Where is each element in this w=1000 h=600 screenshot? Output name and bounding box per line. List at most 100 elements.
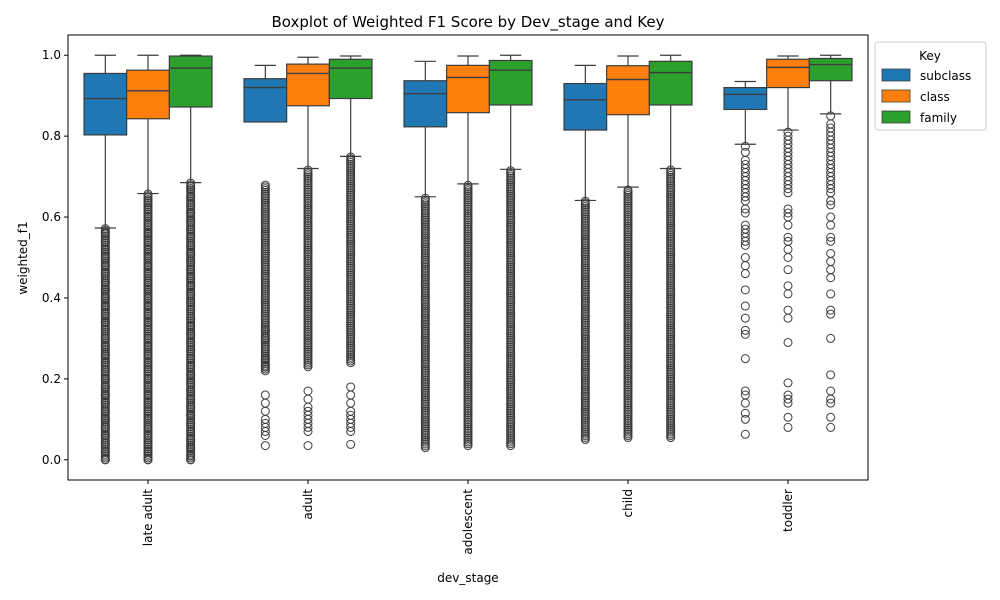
outlier-point — [826, 196, 836, 206]
outlier-point — [740, 429, 750, 439]
box-iqr — [83, 72, 128, 136]
outlier-point — [740, 240, 750, 250]
outlier-point — [826, 309, 836, 319]
outlier-point — [303, 394, 313, 404]
outlier-point — [100, 455, 110, 465]
box-subclass-1 — [243, 64, 288, 451]
legend-entries: subclass class family — [881, 68, 971, 125]
box-iqr — [563, 82, 608, 131]
box-family-3 — [648, 54, 693, 443]
y-axis-label: weighted_f1 — [16, 221, 30, 294]
outlier-point — [740, 147, 750, 157]
x-axis: late adult adult adolescent child toddler — [141, 480, 795, 555]
box-iqr — [808, 57, 853, 82]
box-iqr — [126, 69, 170, 120]
box-iqr — [286, 63, 330, 107]
box-family-4 — [808, 54, 853, 432]
box-iqr — [168, 55, 213, 108]
outlier-point — [783, 281, 793, 291]
outlier-point — [346, 398, 356, 408]
outlier-point — [783, 232, 793, 242]
box-class-2 — [446, 55, 490, 451]
legend-title: Key — [919, 49, 941, 63]
y-tick-label: 1.0 — [42, 48, 61, 62]
outlier-point — [346, 422, 356, 432]
outlier-point — [826, 394, 836, 404]
x-tick-label: late adult — [141, 489, 155, 547]
outlier-point — [143, 455, 153, 465]
outlier-point — [260, 406, 270, 416]
outlier-point — [346, 382, 356, 392]
outlier-point — [826, 220, 836, 230]
outlier-point — [826, 386, 836, 396]
y-tick-label: 0.4 — [42, 291, 61, 305]
box-class-0 — [126, 54, 170, 465]
box-family-2 — [488, 54, 533, 451]
plot-area — [83, 54, 853, 465]
legend-label-family: family — [920, 111, 957, 125]
outlier-point — [740, 313, 750, 323]
outlier-point — [740, 354, 750, 364]
outlier-point — [740, 192, 750, 202]
outlier-point — [826, 412, 836, 422]
legend-label-class: class — [920, 90, 950, 104]
outlier-point — [260, 426, 270, 436]
box-class-4 — [766, 55, 810, 432]
outlier-point — [783, 289, 793, 299]
box-family-1 — [328, 55, 373, 449]
box-iqr — [723, 86, 768, 111]
outlier-point — [260, 180, 270, 190]
box-subclass-2 — [403, 60, 448, 453]
box-iqr — [328, 58, 373, 100]
outlier-point — [826, 236, 836, 246]
box-iqr — [243, 78, 288, 123]
outlier-point — [260, 325, 270, 335]
outlier-point — [740, 301, 750, 311]
outlier-point — [346, 439, 356, 449]
outlier-point — [826, 289, 836, 299]
outlier-point — [740, 414, 750, 424]
box-class-3 — [606, 55, 650, 443]
outlier-point — [740, 285, 750, 295]
outlier-point — [260, 390, 270, 400]
box-class-1 — [286, 56, 330, 451]
box-iqr — [403, 80, 448, 128]
legend-label-subclass: subclass — [920, 69, 971, 83]
y-tick-label: 0.6 — [42, 210, 61, 224]
outlier-point — [260, 441, 270, 451]
outlier-point — [783, 378, 793, 388]
outlier-point — [303, 422, 313, 432]
outlier-point — [740, 329, 750, 339]
outlier-point — [826, 232, 836, 242]
outlier-point — [260, 362, 270, 372]
outlier-point — [826, 257, 836, 267]
outlier-point — [826, 422, 836, 432]
outlier-point — [740, 386, 750, 396]
outlier-point — [186, 455, 196, 465]
outlier-point — [826, 370, 836, 380]
outlier-point — [740, 269, 750, 279]
outlier-point — [783, 253, 793, 262]
outlier-point — [826, 398, 836, 408]
box-iqr — [446, 64, 490, 114]
outlier-point — [783, 244, 793, 254]
outlier-point — [346, 390, 356, 400]
x-tick-label: adolescent — [461, 489, 475, 555]
outlier-point — [783, 184, 793, 194]
legend-swatch-subclass — [881, 68, 911, 82]
outlier-point — [783, 220, 793, 230]
outlier-point — [826, 273, 836, 283]
outlier-point — [783, 188, 793, 198]
outlier-point — [346, 426, 356, 436]
outlier-point — [740, 261, 750, 271]
outlier-point — [303, 426, 313, 436]
box-subclass-4 — [723, 80, 768, 439]
outlier-point — [826, 184, 836, 194]
outlier-point — [260, 431, 270, 440]
x-axis-label: dev_stage — [437, 571, 498, 585]
outlier-point — [826, 200, 836, 210]
x-tick-label: toddler — [781, 489, 795, 532]
x-tick-label: child — [621, 489, 635, 518]
outlier-point — [783, 337, 793, 347]
